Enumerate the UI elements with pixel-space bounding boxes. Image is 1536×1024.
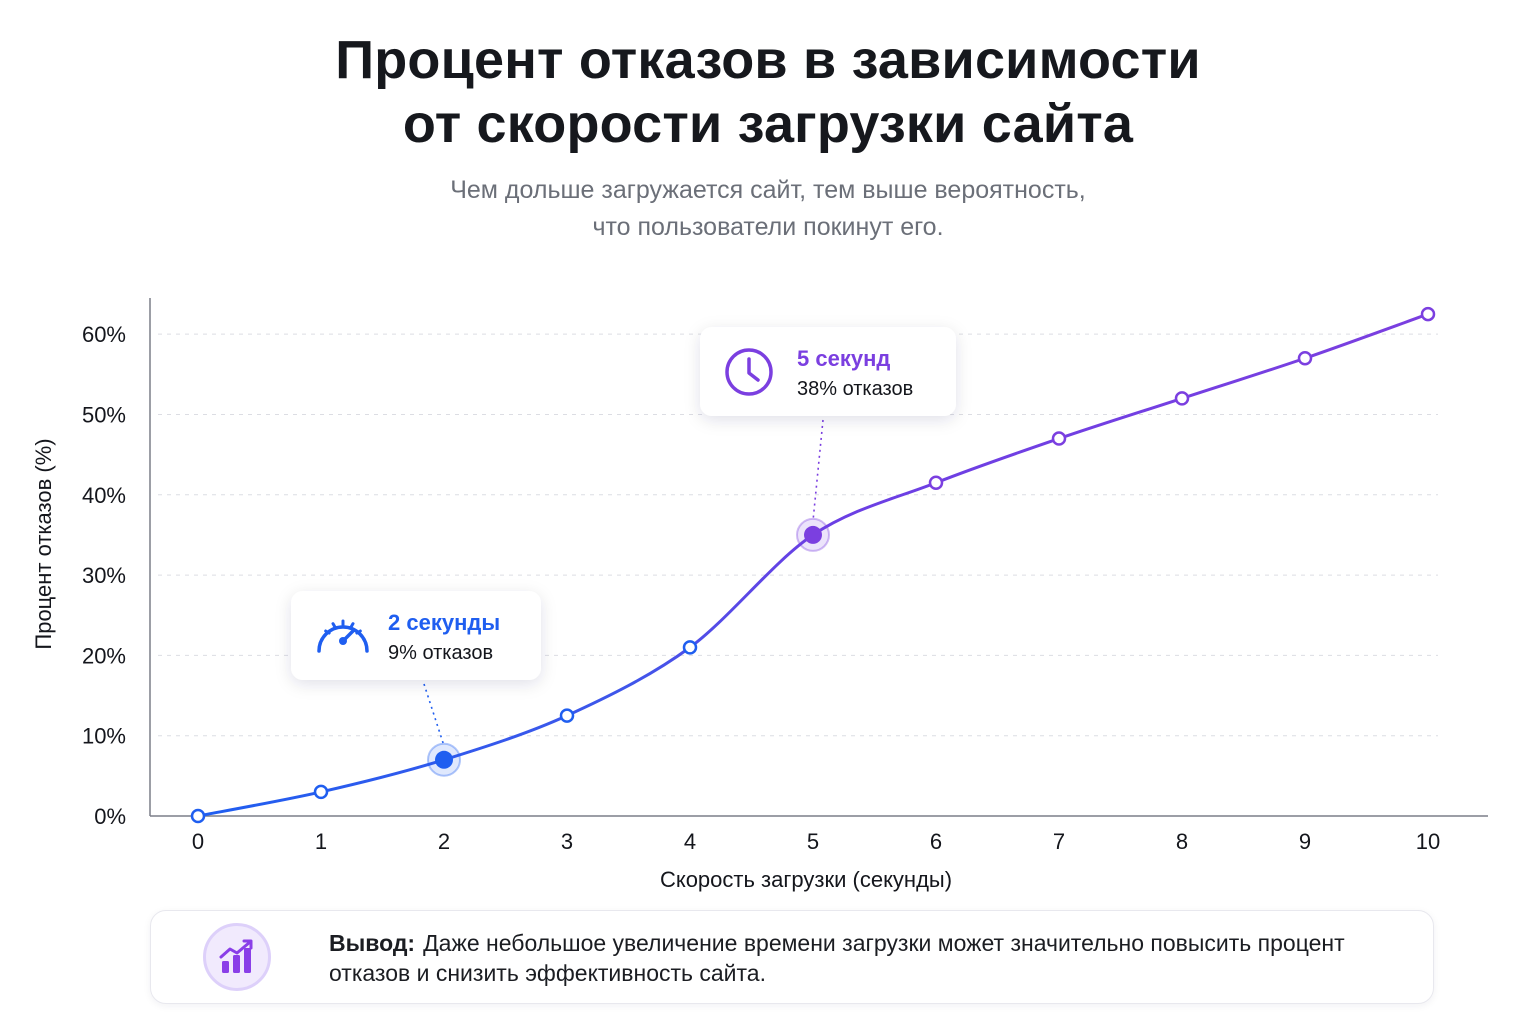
x-tick-label: 2 xyxy=(438,829,450,854)
page-title: Процент отказов в зависимости от скорост… xyxy=(0,28,1536,156)
data-point xyxy=(313,784,329,800)
conclusion-text: Вывод: Даже небольшое увеличение времени … xyxy=(329,928,1389,988)
clock-icon xyxy=(725,348,773,396)
y-tick-label: 20% xyxy=(82,643,126,668)
annotation-card-bg xyxy=(700,327,956,416)
page-subtitle: Чем дольше загружается сайт, тем выше ве… xyxy=(0,172,1536,246)
conclusion-label: Вывод: xyxy=(329,930,416,956)
title-line-1: Процент отказов в зависимости xyxy=(335,30,1201,90)
highlight-point xyxy=(804,525,822,544)
subtitle-line-2: что пользователи покинут его. xyxy=(592,213,944,241)
x-axis-label: Скорость загрузки (секунды) xyxy=(660,867,952,892)
data-point xyxy=(559,708,575,723)
annotation-card-bg xyxy=(291,591,541,680)
chart-growth-icon xyxy=(203,923,271,991)
annotation-card: 2 секунды 9% отказов xyxy=(291,591,541,680)
x-tick-label: 8 xyxy=(1176,829,1188,854)
data-point xyxy=(682,640,698,655)
annotation-connector xyxy=(812,419,824,522)
data-point xyxy=(1297,350,1313,366)
x-tick-label: 7 xyxy=(1053,829,1065,854)
y-tick-label: 40% xyxy=(82,483,126,508)
speedometer-icon xyxy=(317,619,369,653)
conclusion-body: Даже небольшое увеличение времени загруз… xyxy=(329,930,1345,986)
x-tick-label: 0 xyxy=(192,829,204,854)
y-tick-label: 60% xyxy=(82,322,126,347)
x-tick-label: 1 xyxy=(315,829,327,854)
data-point xyxy=(190,808,206,824)
conclusion-box: Вывод: Даже небольшое увеличение времени … xyxy=(150,910,1434,1004)
title-line-2: от скорости загрузки сайта xyxy=(402,94,1134,154)
x-tick-label: 4 xyxy=(684,829,696,854)
y-tick-label: 30% xyxy=(82,563,126,588)
data-point xyxy=(1051,431,1067,446)
y-axis-label: Процент отказов (%) xyxy=(31,438,56,649)
y-tick-label: 10% xyxy=(82,724,126,749)
annotation-card: 5 секунд 38% отказов xyxy=(700,327,956,416)
x-tick-label: 6 xyxy=(930,829,942,854)
annotation-connector xyxy=(423,683,445,747)
annotation-text: 9% отказов xyxy=(388,642,493,664)
annotation-title: 5 секунд xyxy=(797,346,890,371)
x-tick-label: 5 xyxy=(807,829,819,854)
data-point xyxy=(1420,306,1436,322)
y-tick-label: 0% xyxy=(94,804,126,829)
x-tick-label: 9 xyxy=(1299,829,1311,854)
highlight-point xyxy=(435,750,453,769)
subtitle-line-1: Чем дольше загружается сайт, тем выше ве… xyxy=(450,176,1086,204)
x-tick-label: 3 xyxy=(561,829,573,854)
x-tick-label: 10 xyxy=(1416,829,1440,854)
annotation-title: 2 секунды xyxy=(388,610,500,635)
data-point xyxy=(1174,391,1190,406)
bounce-rate-chart: 0% 10% 20% 30% 40% 50% 60% 0 1 2 3 4 5 6 7 8 9 10 Скорость… xyxy=(31,298,1488,892)
annotation-text: 38% отказов xyxy=(797,378,913,400)
data-point xyxy=(928,475,944,490)
y-tick-label: 50% xyxy=(82,402,126,427)
